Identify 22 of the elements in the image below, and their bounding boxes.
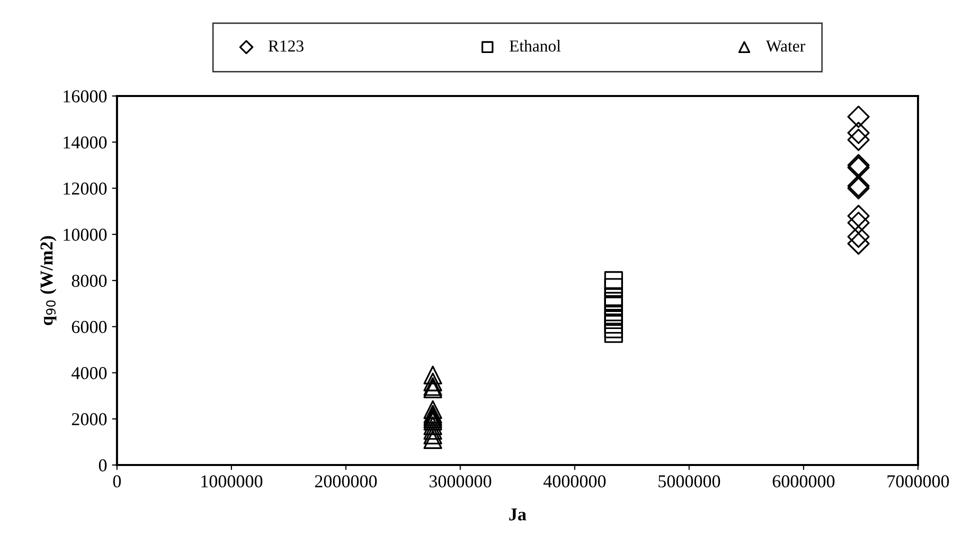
y-axis-title: q$_{90}$ (W/m2) xyxy=(40,236,56,326)
legend-label: Water xyxy=(766,40,806,52)
x-axis-title: Ja xyxy=(509,508,526,520)
y-tick-label: 8000 xyxy=(72,274,107,287)
y-tick-label: 10000 xyxy=(64,228,107,241)
x-tick-label: 7000000 xyxy=(888,475,949,488)
x-tick-label: 2000000 xyxy=(315,475,377,488)
y-tick-label: 0 xyxy=(98,459,107,472)
y-tick-label: 12000 xyxy=(64,182,107,195)
x-tick-label: 5000000 xyxy=(658,475,720,488)
legend-label: Ethanol xyxy=(510,40,561,52)
y-tick-label: 16000 xyxy=(64,90,107,102)
x-tick-label: 4000000 xyxy=(543,475,606,488)
y-tick-label: 6000 xyxy=(72,320,107,334)
x-tick-label: 1000000 xyxy=(201,475,262,488)
legend-label: R123 xyxy=(268,40,304,52)
y-tick-label: 2000 xyxy=(72,413,107,426)
x-tick-label: 0 xyxy=(113,475,121,488)
x-tick-label: 3000000 xyxy=(430,475,492,488)
x-tick-label: 6000000 xyxy=(772,475,834,488)
y-tick-label: 4000 xyxy=(72,367,107,380)
y-tick-label: 14000 xyxy=(64,136,107,149)
